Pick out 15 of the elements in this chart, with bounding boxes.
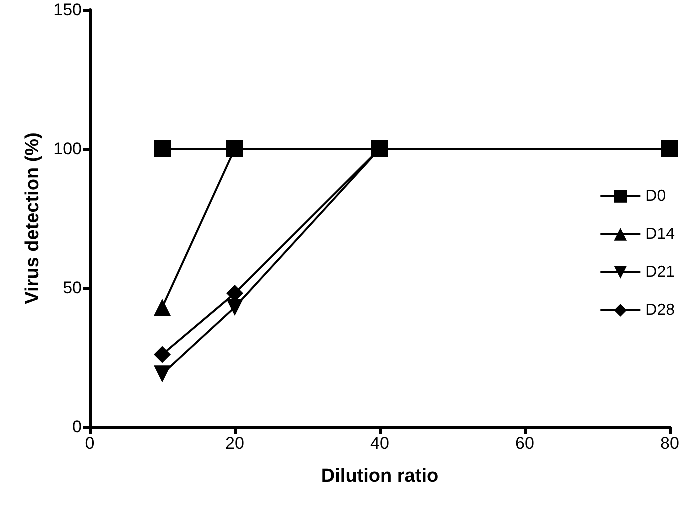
- x-tick-label: 80: [660, 434, 680, 453]
- x-tick-label: 20: [226, 434, 244, 453]
- x-tick-label: 0: [85, 434, 95, 453]
- y-axis-title: Virus detection (%): [22, 132, 44, 304]
- legend-label: D14: [646, 226, 676, 243]
- x-axis-title: Dilution ratio: [321, 466, 439, 487]
- y-tick-label: 50: [63, 278, 82, 298]
- legend-label: D0: [646, 188, 666, 205]
- x-tick-label: 40: [370, 434, 390, 453]
- x-tick-label: 60: [516, 434, 534, 453]
- legend-label: D21: [646, 264, 676, 281]
- legend-label: D28: [646, 302, 676, 319]
- y-tick-label: 150: [54, 0, 82, 20]
- y-tick-label: 100: [54, 140, 82, 158]
- y-tick-label: 0: [72, 418, 82, 436]
